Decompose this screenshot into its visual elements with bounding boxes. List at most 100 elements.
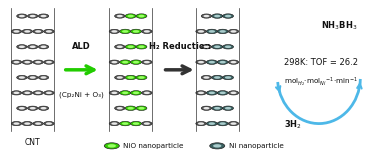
- Circle shape: [196, 91, 206, 95]
- Circle shape: [40, 76, 46, 79]
- Circle shape: [136, 14, 147, 18]
- Circle shape: [40, 46, 46, 48]
- Circle shape: [14, 122, 20, 125]
- Circle shape: [30, 15, 36, 17]
- Circle shape: [127, 15, 134, 17]
- Text: (Cp₂Ni + O₃): (Cp₂Ni + O₃): [59, 91, 104, 98]
- Circle shape: [209, 30, 215, 33]
- Circle shape: [112, 122, 118, 125]
- Circle shape: [196, 29, 206, 33]
- Circle shape: [130, 121, 141, 126]
- Circle shape: [46, 30, 52, 33]
- Circle shape: [125, 106, 136, 111]
- Circle shape: [33, 91, 43, 95]
- Circle shape: [130, 60, 141, 64]
- Bar: [109, 8, 152, 131]
- Circle shape: [109, 29, 119, 33]
- Circle shape: [17, 75, 27, 80]
- Circle shape: [46, 92, 52, 94]
- Circle shape: [46, 61, 52, 63]
- Circle shape: [11, 60, 22, 64]
- Circle shape: [228, 60, 239, 64]
- Circle shape: [213, 144, 222, 148]
- Circle shape: [28, 45, 38, 49]
- Circle shape: [198, 122, 204, 125]
- Circle shape: [125, 44, 136, 49]
- Circle shape: [144, 92, 150, 94]
- Circle shape: [44, 60, 54, 64]
- Circle shape: [117, 107, 123, 109]
- Circle shape: [206, 121, 217, 126]
- Text: ALD: ALD: [72, 42, 91, 51]
- Circle shape: [122, 61, 129, 63]
- Circle shape: [203, 46, 209, 48]
- Circle shape: [212, 106, 223, 111]
- Bar: [195, 8, 239, 131]
- Circle shape: [11, 91, 22, 95]
- Circle shape: [198, 92, 204, 94]
- Circle shape: [206, 60, 217, 64]
- Circle shape: [142, 60, 152, 64]
- Circle shape: [38, 45, 49, 49]
- Circle shape: [212, 14, 223, 18]
- Circle shape: [44, 122, 54, 126]
- Circle shape: [214, 107, 220, 110]
- Circle shape: [120, 121, 131, 126]
- Circle shape: [19, 46, 25, 48]
- Circle shape: [30, 46, 36, 48]
- Circle shape: [35, 122, 41, 125]
- Circle shape: [127, 107, 134, 110]
- Circle shape: [138, 45, 145, 48]
- Circle shape: [138, 76, 145, 79]
- Circle shape: [217, 60, 228, 64]
- Circle shape: [209, 122, 215, 125]
- Circle shape: [44, 91, 54, 95]
- Circle shape: [14, 92, 20, 94]
- Circle shape: [112, 30, 118, 33]
- Circle shape: [17, 45, 27, 49]
- Circle shape: [19, 107, 25, 109]
- Circle shape: [38, 14, 49, 18]
- Circle shape: [217, 91, 228, 95]
- Circle shape: [38, 106, 49, 110]
- Circle shape: [220, 30, 226, 33]
- Circle shape: [109, 60, 119, 64]
- Circle shape: [28, 106, 38, 110]
- Circle shape: [214, 15, 220, 17]
- Circle shape: [206, 29, 217, 34]
- Circle shape: [142, 29, 152, 33]
- Circle shape: [40, 15, 46, 17]
- Circle shape: [133, 61, 139, 63]
- Circle shape: [203, 107, 209, 109]
- Circle shape: [120, 91, 131, 95]
- Circle shape: [136, 44, 147, 49]
- Circle shape: [214, 76, 220, 79]
- Circle shape: [120, 60, 131, 64]
- Circle shape: [209, 92, 215, 94]
- Circle shape: [17, 106, 27, 110]
- Circle shape: [40, 107, 46, 109]
- Circle shape: [201, 106, 212, 110]
- Circle shape: [201, 45, 212, 49]
- Circle shape: [217, 29, 228, 34]
- Text: 3H$_2$: 3H$_2$: [284, 119, 302, 131]
- Circle shape: [203, 15, 209, 17]
- Circle shape: [144, 61, 150, 63]
- Circle shape: [201, 14, 212, 18]
- Circle shape: [231, 61, 237, 63]
- Circle shape: [115, 106, 125, 110]
- Circle shape: [225, 45, 231, 48]
- Circle shape: [138, 15, 145, 17]
- Circle shape: [24, 92, 30, 94]
- Circle shape: [130, 29, 141, 34]
- Circle shape: [133, 30, 139, 33]
- Circle shape: [212, 75, 223, 80]
- Circle shape: [30, 76, 36, 79]
- Circle shape: [223, 75, 234, 80]
- Circle shape: [201, 75, 212, 80]
- Circle shape: [14, 61, 20, 63]
- Circle shape: [44, 29, 54, 33]
- Circle shape: [122, 122, 129, 125]
- Circle shape: [35, 61, 41, 63]
- Circle shape: [220, 61, 226, 63]
